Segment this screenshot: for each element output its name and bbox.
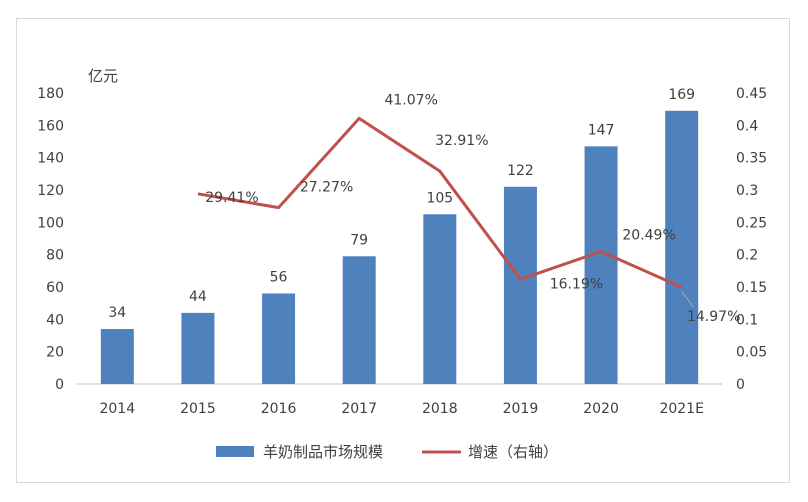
x-axis-tick-label: 2017	[341, 401, 377, 417]
label-leader-line	[681, 290, 695, 308]
bar-data-labels: 34 44 56 79 105 122 147 169	[108, 87, 695, 321]
bar	[584, 146, 618, 384]
growth-line	[197, 116, 683, 289]
x-axis-tick-label: 2019	[503, 401, 539, 417]
right-axis-tick-label: 0.35	[736, 151, 767, 167]
left-axis-tick-label: 100	[37, 215, 64, 231]
x-axis-tick-label: 2020	[583, 401, 619, 417]
bar-data-label: 44	[189, 289, 207, 305]
x-axis-tick-label: 2016	[261, 401, 297, 417]
bar	[503, 186, 537, 384]
bar-data-label: 105	[426, 190, 453, 206]
bar-series	[100, 110, 699, 385]
legend: 羊奶制品市场规模 增速（右轴）	[216, 443, 558, 461]
bar-data-label: 79	[350, 232, 368, 248]
bar	[342, 256, 376, 384]
bar	[181, 312, 215, 384]
right-axis-tick-label: 0.1	[736, 312, 758, 328]
line-data-label: 41.07%	[384, 92, 437, 108]
legend-label-bar: 羊奶制品市场规模	[263, 443, 383, 461]
left-axis-tick-label: 80	[46, 248, 64, 264]
line-data-label: 16.19%	[550, 276, 603, 292]
right-axis-ticks: 0 0.05 0.1 0.15 0.2 0.25 0.3 0.35 0.4 0.45	[736, 86, 767, 393]
x-axis-tick-label: 2018	[422, 401, 458, 417]
x-axis-tick-label: 2014	[99, 401, 135, 417]
bar-data-label: 169	[668, 87, 695, 103]
left-axis-tick-label: 140	[37, 151, 64, 167]
line-data-label: 27.27%	[300, 180, 353, 196]
line-data-label: 29.41%	[205, 190, 258, 206]
right-axis-tick-label: 0.45	[736, 86, 767, 102]
line-data-label: 32.91%	[435, 133, 488, 149]
left-axis-tick-label: 120	[37, 183, 64, 199]
right-axis-tick-label: 0.2	[736, 248, 758, 264]
x-axis-tick-label: 2021E	[659, 401, 703, 417]
right-axis-tick-label: 0.25	[736, 215, 767, 231]
bar-data-label: 147	[588, 122, 615, 138]
left-axis-tick-label: 0	[55, 377, 64, 393]
left-axis-ticks: 0 20 40 60 80 100 120 140 160 180	[37, 86, 64, 393]
line-series	[197, 116, 683, 289]
bar	[665, 110, 699, 385]
line-data-label: 14.97%	[687, 309, 740, 325]
bar-data-label: 56	[270, 269, 288, 285]
line-data-labels: 29.41% 27.27% 41.07% 32.91% 16.19% 20.49% 14.9…	[205, 92, 740, 325]
bar	[100, 329, 134, 384]
right-axis-tick-label: 0.4	[736, 118, 758, 134]
right-axis-tick-label: 0.05	[736, 345, 767, 361]
x-axis-tick-label: 2015	[180, 401, 216, 417]
left-axis-tick-label: 20	[46, 345, 64, 361]
chart-frame	[16, 18, 790, 483]
right-axis-tick-label: 0.3	[736, 183, 758, 199]
legend-label-line: 增速（右轴）	[468, 443, 558, 461]
left-axis-tick-label: 60	[46, 280, 64, 296]
bar-data-label: 34	[108, 305, 126, 321]
bar	[423, 214, 457, 384]
left-axis-tick-label: 180	[37, 86, 64, 102]
bar-data-label: 122	[507, 163, 534, 179]
bar	[262, 293, 296, 384]
legend-swatch-bar	[216, 446, 254, 457]
line-data-label: 20.49%	[622, 227, 675, 243]
y-unit-label: 亿元	[88, 67, 118, 85]
right-axis-tick-label: 0	[736, 377, 745, 393]
right-axis-tick-label: 0.15	[736, 280, 767, 296]
left-axis-tick-label: 40	[46, 312, 64, 328]
left-axis-tick-label: 160	[37, 118, 64, 134]
x-axis-ticks: 2014 2015 2016 2017 2018 2019 2020 2021E	[99, 401, 703, 417]
